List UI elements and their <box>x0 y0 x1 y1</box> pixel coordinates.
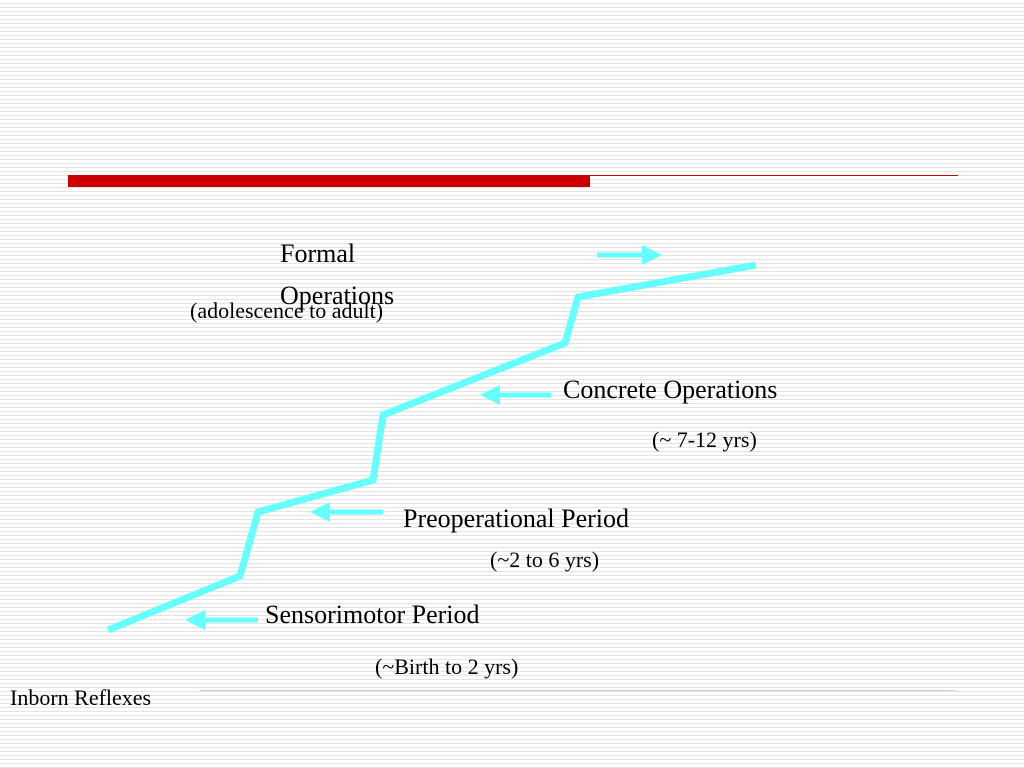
stage-age: (~2 to 6 yrs) <box>490 547 600 572</box>
stage-age: (~Birth to 2 yrs) <box>375 654 519 679</box>
title-bar <box>68 175 590 187</box>
stage-label: Preoperational Period <box>403 504 629 533</box>
stage-age: (~ 7-12 yrs) <box>652 427 757 452</box>
start-label: Inborn Reflexes <box>10 685 152 710</box>
stage-label: Concrete Operations <box>563 375 778 404</box>
stage-label: Formal Operations <box>280 239 395 310</box>
staircase <box>106 261 757 634</box>
stage-age: (adolescence to adult) <box>190 298 384 323</box>
stage-label: Sensorimotor Period <box>265 600 480 629</box>
